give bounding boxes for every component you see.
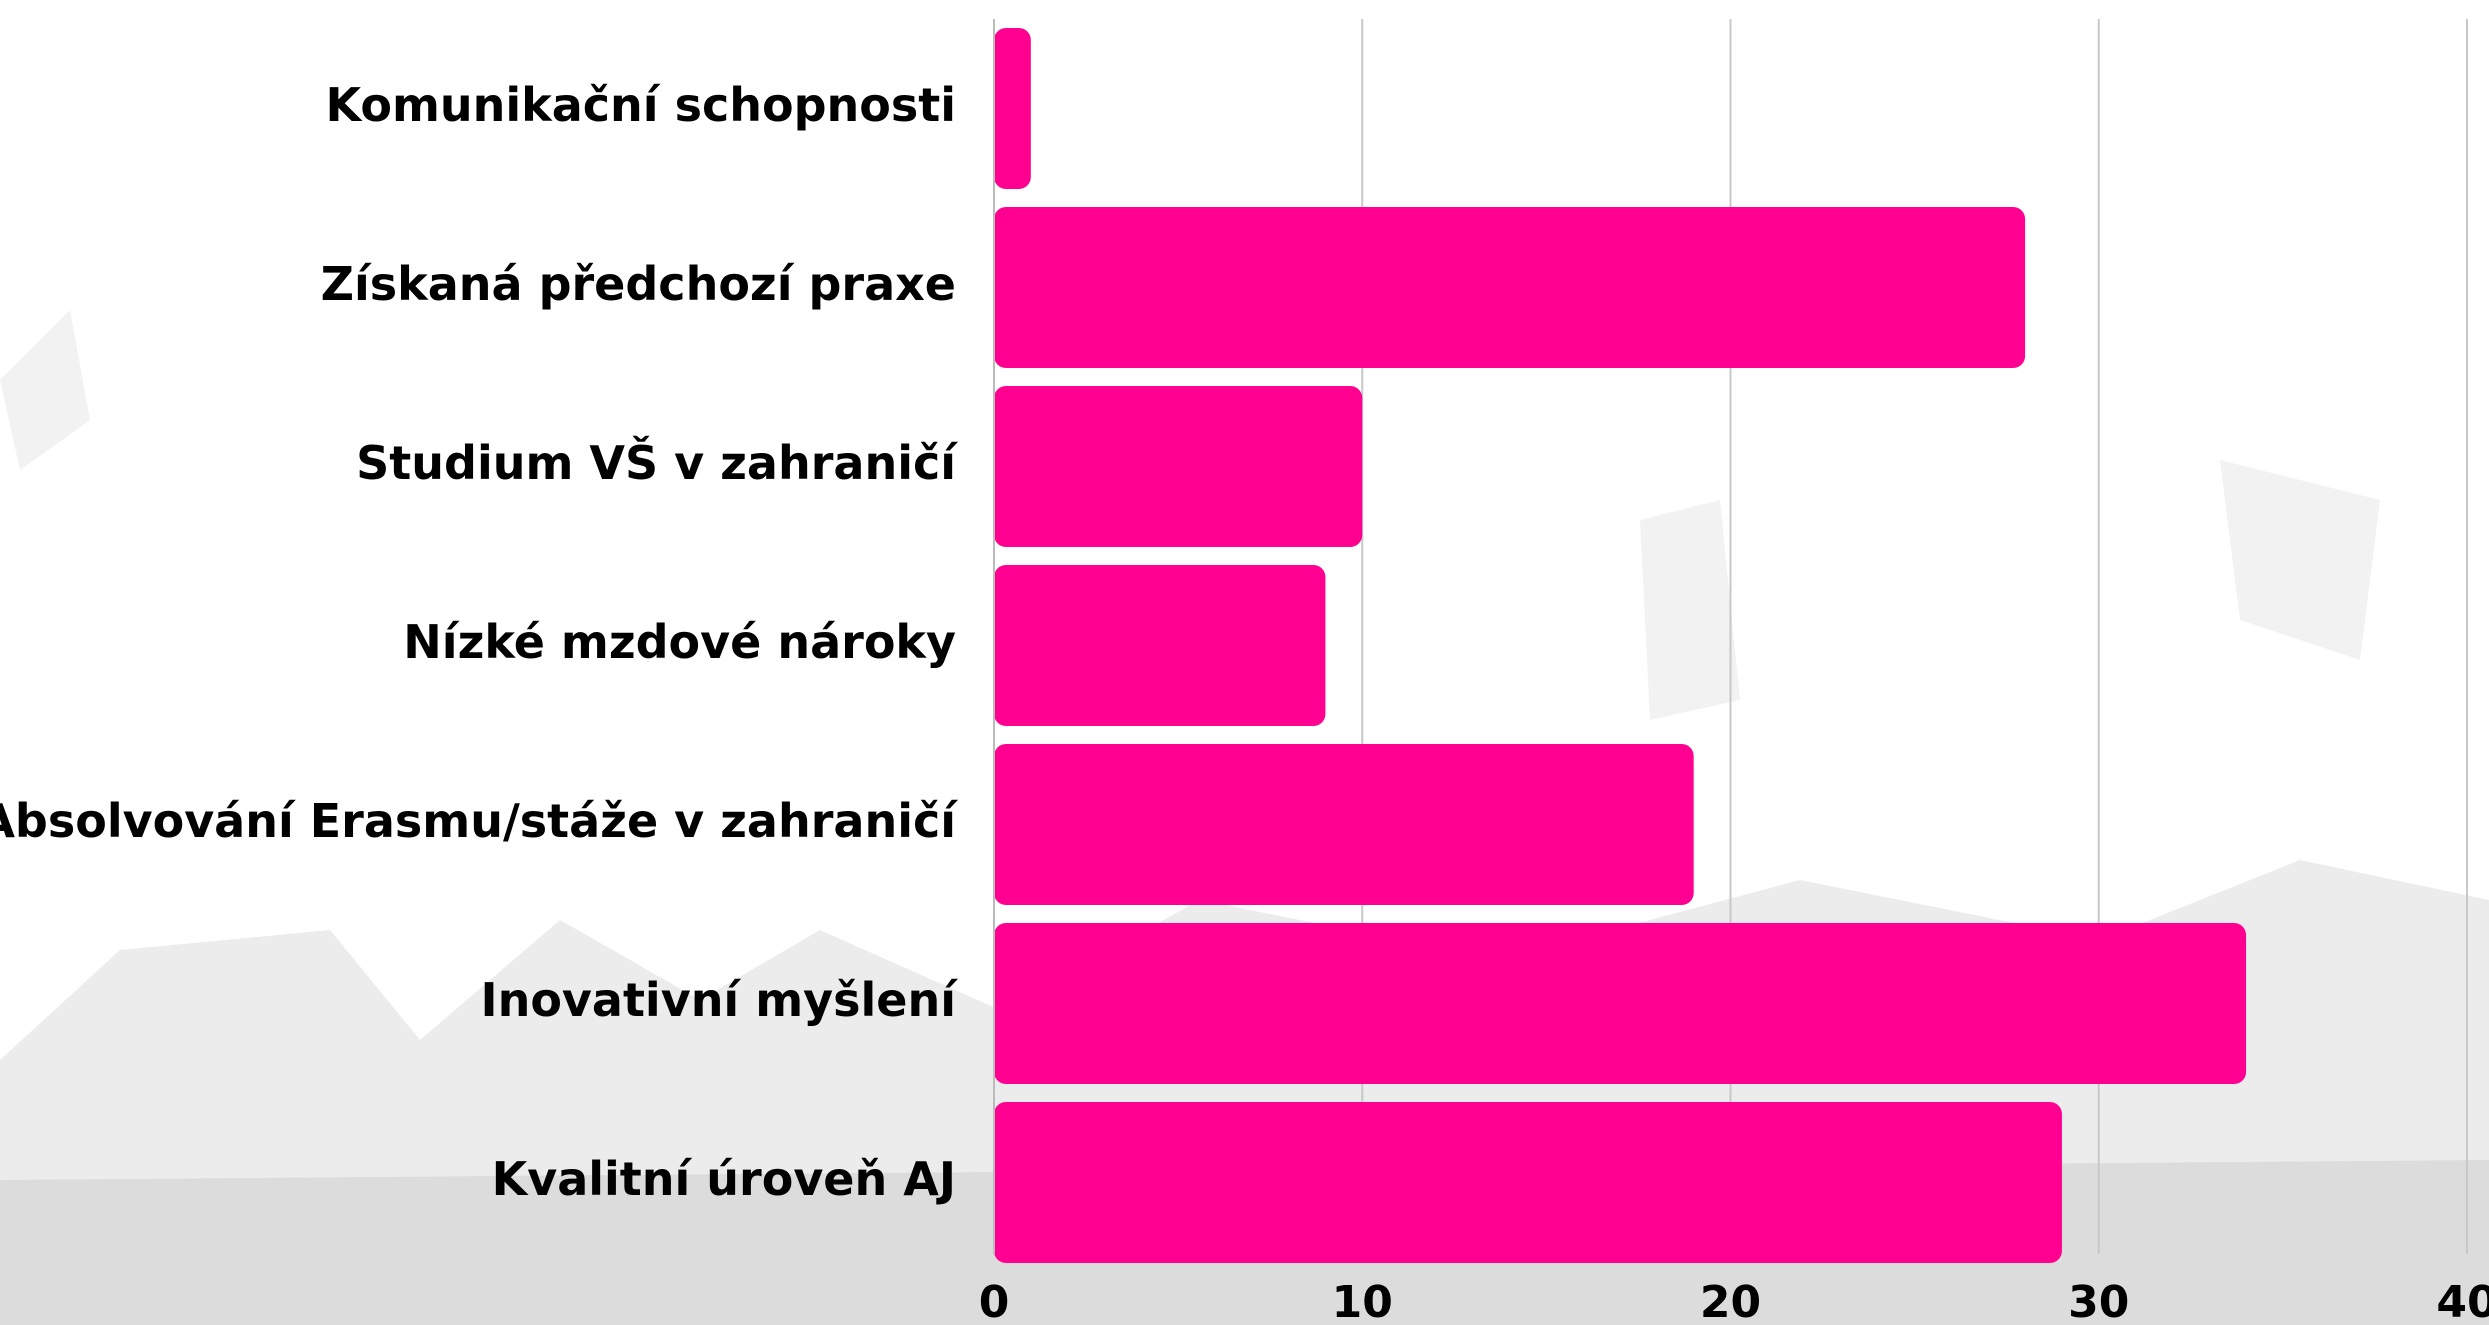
bar xyxy=(994,565,1325,726)
x-tick-label: 20 xyxy=(1700,1277,1761,1325)
bar xyxy=(994,923,2246,1084)
x-tick-label: 30 xyxy=(2068,1277,2129,1325)
bar xyxy=(994,744,1694,905)
y-tick-label: Kvalitní úroveň AJ xyxy=(492,1152,956,1206)
x-tick-label: 10 xyxy=(1332,1277,1393,1325)
y-tick-label: Studium VŠ v zahraničí xyxy=(356,436,958,490)
bar xyxy=(994,28,1031,189)
y-tick-label: Inovativní myšlení xyxy=(480,973,958,1027)
y-tick-label: Nízké mzdové nároky xyxy=(403,615,956,669)
x-tick-label: 0 xyxy=(979,1277,1010,1325)
bar xyxy=(994,1102,2062,1263)
y-tick-label: Absolvování Erasmu/stáže v zahraničí xyxy=(0,794,958,848)
page: 0 10 20 30 40 Komunikační schopnosti Získaná p… xyxy=(0,0,2489,1325)
bar xyxy=(994,207,2025,368)
bar xyxy=(994,386,1362,547)
x-tick-label: 40 xyxy=(2436,1277,2489,1325)
y-tick-label: Komunikační schopnosti xyxy=(326,78,956,132)
y-tick-label: Získaná předchozí praxe xyxy=(321,257,956,311)
chart: 0 10 20 30 40 Komunikační schopnosti Získaná p… xyxy=(0,0,2489,1325)
